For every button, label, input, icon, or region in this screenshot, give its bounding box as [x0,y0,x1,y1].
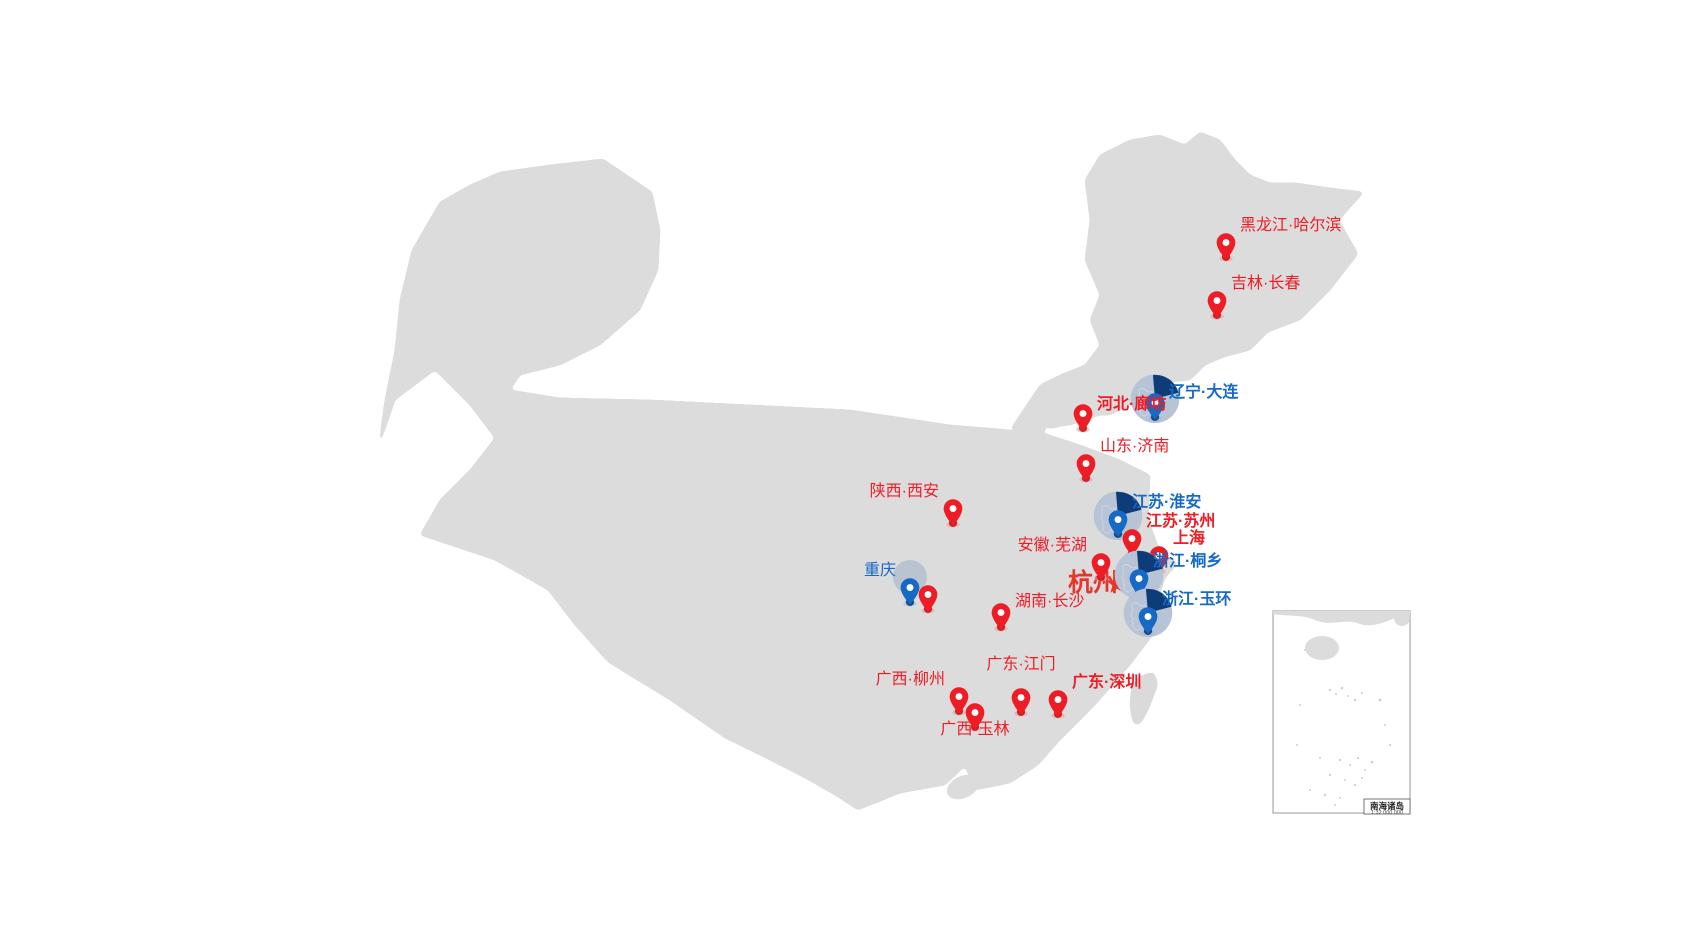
svg-text:1:32 000 000: 1:32 000 000 [1371,810,1403,816]
svg-text:浙江·桐乡: 浙江·桐乡 [1153,551,1222,570]
svg-text:江苏·苏州: 江苏·苏州 [1146,511,1215,530]
svg-text:河北·廊坊: 河北·廊坊 [1097,394,1166,413]
svg-text:上海: 上海 [1173,528,1205,547]
svg-text:湖南·长沙: 湖南·长沙 [1015,592,1084,610]
svg-text:安徽·芜湖: 安徽·芜湖 [1018,536,1087,554]
svg-text:黑龙江·哈尔滨: 黑龙江·哈尔滨 [1240,216,1341,234]
svg-text:重庆: 重庆 [864,561,896,579]
svg-text:山东·济南: 山东·济南 [1100,437,1169,455]
svg-text:广西·玉林: 广西·玉林 [940,720,1009,738]
svg-text:江苏·淮安: 江苏·淮安 [1132,492,1201,511]
svg-text:辽宁·大连: 辽宁·大连 [1169,382,1239,401]
svg-text:广西·柳州: 广西·柳州 [876,670,945,688]
svg-text:广东·深圳: 广东·深圳 [1072,672,1141,691]
svg-text:浙江·玉环: 浙江·玉环 [1162,589,1231,608]
svg-text:广东·江门: 广东·江门 [986,655,1055,673]
svg-text:陕西·西安: 陕西·西安 [870,482,939,500]
svg-text:吉林·长春: 吉林·长春 [1231,274,1300,292]
